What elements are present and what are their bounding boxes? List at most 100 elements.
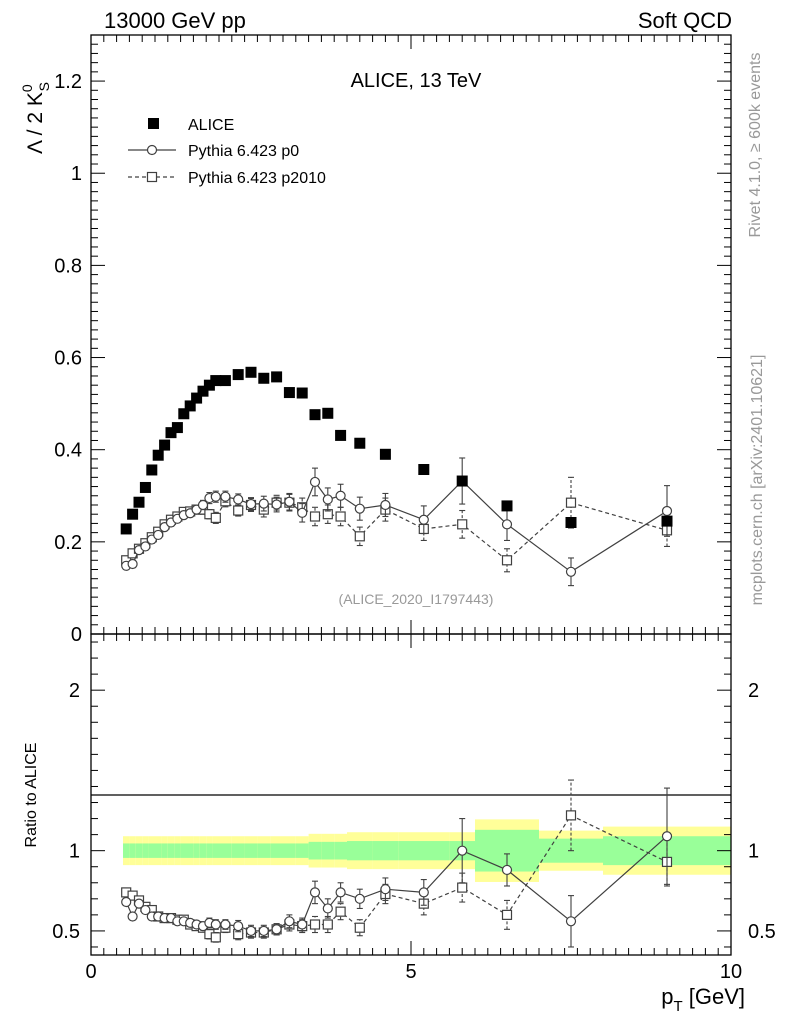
header-right: Soft QCD: [638, 8, 732, 33]
ratio-band-inner: [193, 843, 200, 858]
p0-point: [501, 519, 513, 530]
ratio-band-inner: [257, 843, 271, 858]
p0-point: [418, 514, 429, 525]
ratio-band-inner: [212, 843, 219, 858]
p2010-point: [457, 519, 468, 530]
alice-point: [501, 500, 513, 512]
alice-point: [203, 379, 215, 391]
main-plot: 0 0.2 0.4 0.6 0.8 1 1.2 ALICE, 13 TeV (ALICE_2…: [19, 34, 732, 646]
legend-label-alice: ALICE: [188, 117, 234, 134]
alice-point: [139, 481, 151, 493]
ratio-band-inner: [283, 843, 296, 858]
ratio-p0-point: [284, 916, 295, 927]
ratio-p0-point: [335, 887, 346, 898]
ratio-p0-point: [210, 919, 221, 930]
main-y-axis-label: Λ / 2 K0S: [19, 82, 52, 154]
alice-point: [197, 385, 209, 397]
ratio-band-inner: [244, 843, 258, 858]
p2010-point: [354, 531, 365, 542]
ratio-p0-point: [297, 919, 308, 930]
ratio-band-inner: [372, 841, 399, 861]
alice-point: [322, 407, 334, 419]
alice-point: [146, 464, 158, 476]
ratio-p0-point: [380, 884, 391, 895]
header-left: 13000 GeV pp: [104, 8, 246, 33]
p2010-point: [309, 511, 321, 522]
ratio-band-inner: [334, 841, 347, 860]
y-axis-label-sub: S: [36, 82, 52, 91]
ratio-band-inner: [321, 841, 335, 860]
alice-point: [171, 422, 183, 434]
p0-point: [258, 498, 269, 509]
p0-point: [335, 490, 346, 501]
ratio-band-inner: [129, 843, 136, 858]
ratio-band-inner: [398, 841, 450, 861]
ratio-band-inner: [187, 843, 194, 858]
main-y-tick-label: 0: [71, 624, 82, 646]
p0-point: [309, 476, 321, 488]
mcplots-label: mcplots.cern.ch [arXiv:2401.10621]: [749, 355, 766, 606]
p0-point: [245, 498, 257, 510]
main-y-tick-label: 0.8: [54, 255, 82, 277]
ratio-y-tick-label: 1: [69, 841, 80, 863]
main-y-tick-label: 1: [71, 163, 82, 185]
p0-point: [271, 499, 282, 510]
x-axis-label: pT [GeV]: [661, 984, 745, 1015]
p0-point: [140, 541, 151, 552]
legend-swatch-alice: [148, 118, 159, 129]
alice-point: [661, 515, 673, 527]
ratio-y-tick-label: 2: [69, 680, 80, 702]
alice-point: [309, 409, 321, 421]
alice-point: [210, 375, 222, 387]
p2010-point: [233, 505, 244, 516]
ratio-p2010-point: [309, 919, 321, 930]
main-plot-marks: [120, 366, 673, 587]
x-tick-label: 5: [405, 961, 416, 983]
ratio-band-inner: [219, 843, 232, 858]
p0-point: [233, 494, 244, 505]
ratio-p2010-point: [501, 909, 513, 920]
legend-swatch-p2010-marker: [146, 171, 158, 183]
alice-point: [133, 496, 145, 508]
p2010-point: [501, 555, 513, 566]
p2010-point: [335, 511, 346, 522]
alice-point: [127, 508, 139, 520]
alice-point: [354, 437, 366, 449]
ratio-p0-point: [501, 864, 513, 876]
ratio-band-inner: [123, 843, 130, 858]
alice-point: [379, 448, 391, 460]
p0-point: [210, 491, 221, 502]
ratio-band-inner: [148, 843, 155, 858]
alice-point: [178, 408, 190, 420]
ratio-plot-marks: [121, 779, 673, 948]
legend-swatch-p0-marker: [146, 144, 158, 156]
main-y-tick-label: 0.6: [54, 348, 82, 370]
x-tick-label: 10: [720, 961, 742, 983]
alice-point: [184, 400, 196, 412]
p2010-point: [210, 512, 221, 523]
p0-point: [565, 566, 577, 577]
ratio-p2010-point: [457, 882, 468, 893]
ratio-p0-point: [661, 831, 673, 842]
p0-point: [284, 496, 295, 507]
ratio-band-inner: [174, 843, 181, 858]
p0-point: [297, 507, 308, 518]
ratio-plot-ticks: 0.5 0.5 1 1 2 2 0 5 10: [52, 634, 776, 983]
alice-point: [165, 427, 177, 439]
p0-point: [354, 503, 365, 514]
ratio-p0-point: [565, 916, 577, 927]
y-axis-label-sup: 0: [19, 84, 35, 92]
ratio-p0-point: [233, 921, 244, 932]
p0-point: [153, 529, 164, 541]
ratio-p0-point: [258, 925, 269, 937]
ratio-band-inner: [161, 843, 168, 858]
ratio-band-inner: [347, 841, 373, 861]
ratio-p2010-point: [354, 922, 365, 933]
y-axis-label-text: Λ / 2 K: [24, 92, 47, 154]
p0-point: [220, 491, 231, 502]
ratio-plot: 0.5 0.5 1 1 2 2 0 5 10 Ratio to ALICE pT [GeV]: [23, 633, 776, 1015]
alice-point: [296, 387, 308, 399]
p0-point: [197, 499, 209, 511]
alice-point: [456, 475, 468, 487]
x-axis-label-unit: [GeV]: [683, 984, 745, 1009]
